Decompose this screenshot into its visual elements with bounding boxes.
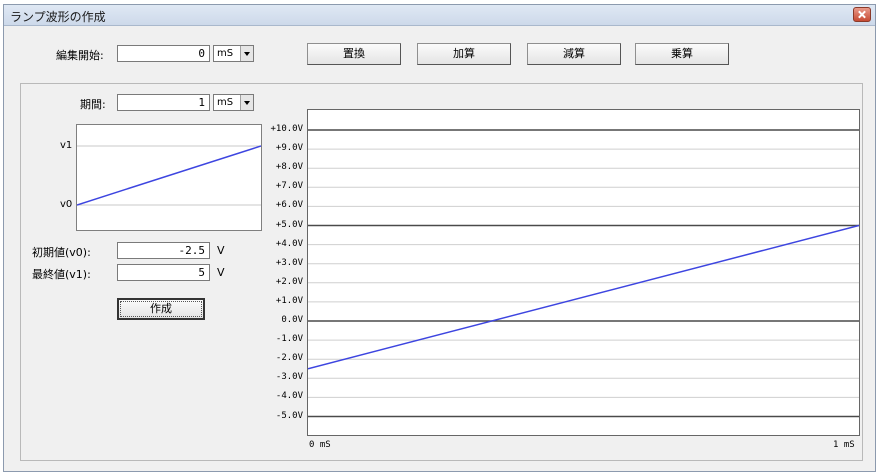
y-tick-label: +10.0V xyxy=(270,124,303,134)
preview-ramp-line xyxy=(76,145,262,206)
y-tick-label: +7.0V xyxy=(275,181,303,192)
create-button[interactable]: 作成 xyxy=(117,298,205,320)
subtract-button[interactable]: 減算 xyxy=(527,43,621,65)
y-tick-label: +3.0V xyxy=(275,257,303,268)
preview-v1-label: v1 xyxy=(60,140,73,151)
final-value-label: 最終値(v1): xyxy=(32,268,91,281)
y-tick-label: +5.0V xyxy=(275,219,303,230)
preview-v0-label: v0 xyxy=(60,199,73,210)
final-unit-label: V xyxy=(217,266,225,279)
ramp-preview xyxy=(76,124,262,231)
x-tick-label: 1 mS xyxy=(833,440,855,450)
group-box xyxy=(20,83,863,461)
multiply-button[interactable]: 乗算 xyxy=(635,43,729,65)
edit-start-label: 編集開始: xyxy=(56,49,104,62)
y-tick-label: -3.0V xyxy=(275,372,303,383)
series-line xyxy=(307,224,860,370)
period-label: 期間: xyxy=(80,98,106,111)
y-tick-label: -1.0V xyxy=(275,334,303,345)
y-tick-label: -5.0V xyxy=(275,410,303,421)
initial-unit-label: V xyxy=(217,244,225,257)
close-button[interactable] xyxy=(853,7,871,22)
y-tick-label: +9.0V xyxy=(275,143,303,154)
edit-start-unit-value: mS xyxy=(217,48,234,59)
y-tick-label: +4.0V xyxy=(275,238,303,249)
title-bar: ランプ波形の作成 xyxy=(4,5,875,26)
final-value-input[interactable]: 5 xyxy=(117,264,210,281)
window-title: ランプ波形の作成 xyxy=(10,10,106,24)
chevron-down-icon[interactable] xyxy=(240,95,253,110)
y-tick-label: +6.0V xyxy=(275,200,303,211)
replace-button[interactable]: 置換 xyxy=(307,43,401,65)
ramp-preview-graphic xyxy=(76,145,262,206)
period-unit-value: mS xyxy=(217,97,234,108)
x-tick-label: 0 mS xyxy=(309,440,331,450)
period-input[interactable]: 1 xyxy=(117,94,210,111)
y-tick-label: 0.0V xyxy=(281,315,303,325)
y-tick-label: +8.0V xyxy=(275,162,303,173)
y-tick-label: -4.0V xyxy=(275,391,303,402)
y-tick-label: +1.0V xyxy=(275,295,303,306)
edit-start-unit-select[interactable]: mS xyxy=(213,45,254,62)
initial-value-label: 初期値(v0): xyxy=(32,246,91,259)
add-button[interactable]: 加算 xyxy=(417,43,511,65)
chevron-down-icon[interactable] xyxy=(240,46,253,61)
waveform-plot xyxy=(307,109,860,436)
y-tick-label: -2.0V xyxy=(275,353,303,364)
y-tick-label: +2.0V xyxy=(275,276,303,287)
waveform-plot-area xyxy=(307,129,860,418)
period-unit-select[interactable]: mS xyxy=(213,94,254,111)
create-button-label: 作成 xyxy=(120,301,202,317)
initial-value-input[interactable]: -2.5 xyxy=(117,242,210,259)
edit-start-input[interactable]: 0 xyxy=(117,45,210,62)
